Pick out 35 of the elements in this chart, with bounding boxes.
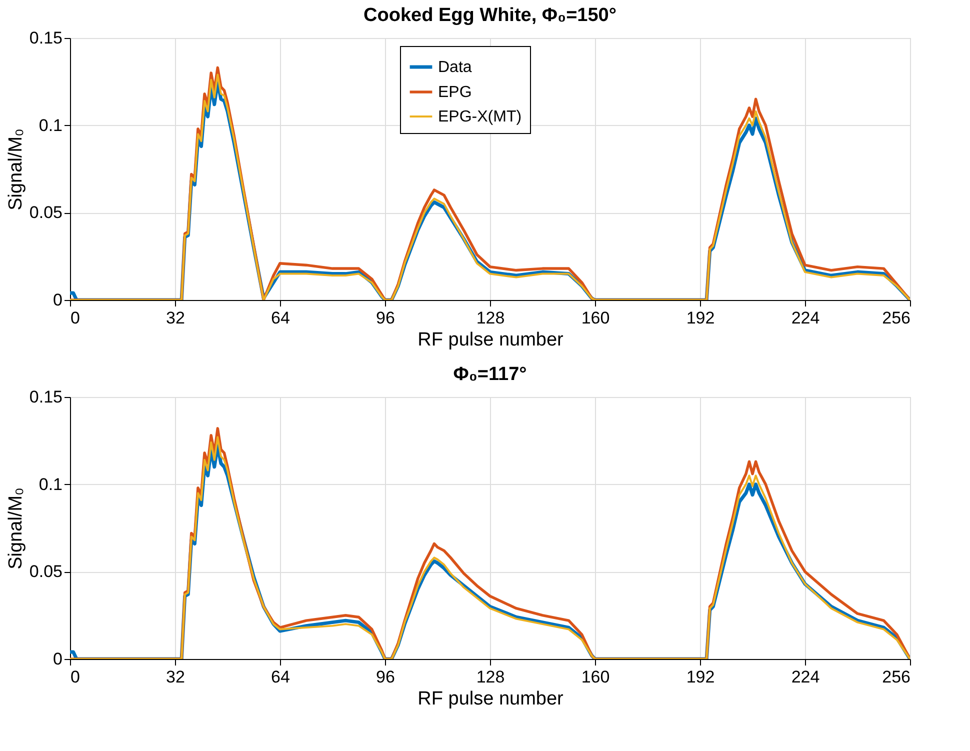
chart-title: Cooked Egg White, Φ₀=150° [364,5,616,26]
x-tick-label: 256 [882,308,910,328]
y-tick-label: 0.1 [38,116,62,135]
x-tick-label: 32 [166,668,185,686]
chart-title: Φ₀=117° [453,364,527,385]
y-tick-label: 0.1 [38,474,62,494]
y-tick-label: 0.05 [29,562,62,582]
y-tick-label: 0 [53,650,62,668]
y-tick-label: 0.05 [29,203,62,222]
x-tick-label: 224 [791,308,820,328]
x-axis-title: RF pulse number [418,688,564,710]
legend-label: EPG-X(MT) [438,108,522,126]
x-axis-title: RF pulse number [418,330,564,350]
x-tick-label: 32 [166,308,185,328]
x-tick-label: 192 [686,668,715,686]
x-tick-label: 224 [791,668,820,686]
x-tick-label: 160 [581,308,610,328]
y-axis-title: Signal/M₀ [5,488,26,570]
y-axis-title: Signal/M₀ [5,128,26,210]
x-tick-label: 64 [271,668,290,686]
legend-label: Data [438,59,472,76]
x-tick-label: 160 [581,668,610,686]
x-tick-label: 192 [686,308,715,328]
x-tick-label: 128 [476,668,505,686]
y-tick-label: 0.15 [29,388,62,406]
x-tick-label: 256 [882,668,910,686]
x-tick-label: 128 [476,308,505,328]
x-tick-label: 64 [271,308,290,328]
x-tick-label: 0 [70,308,80,328]
y-tick-label: 0.15 [29,28,62,48]
x-tick-label: 96 [376,308,395,328]
legend-label: EPG [438,84,472,101]
x-tick-label: 96 [376,668,395,686]
y-tick-label: 0 [53,290,62,310]
x-tick-label: 0 [70,668,80,686]
